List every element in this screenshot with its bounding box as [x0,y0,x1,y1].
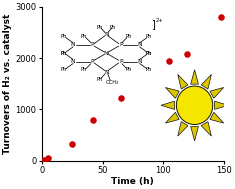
Point [91,119,95,122]
Polygon shape [161,101,175,109]
Polygon shape [191,70,199,84]
Polygon shape [210,112,224,123]
Polygon shape [178,122,188,136]
Point [167,59,171,62]
Point [43,158,46,161]
Point [70,142,74,145]
Polygon shape [201,74,212,89]
Ellipse shape [176,86,213,125]
Polygon shape [178,74,188,89]
Polygon shape [201,122,212,136]
Point [219,16,223,19]
Polygon shape [210,88,224,98]
Y-axis label: Turnovers of H₂ vs. catalyst: Turnovers of H₂ vs. catalyst [4,14,12,154]
Point [119,96,123,99]
Polygon shape [165,88,179,98]
Point [185,53,189,56]
X-axis label: Time (h): Time (h) [111,177,154,186]
Polygon shape [191,126,199,141]
Point [46,156,50,160]
Polygon shape [165,112,179,123]
Polygon shape [215,101,228,109]
